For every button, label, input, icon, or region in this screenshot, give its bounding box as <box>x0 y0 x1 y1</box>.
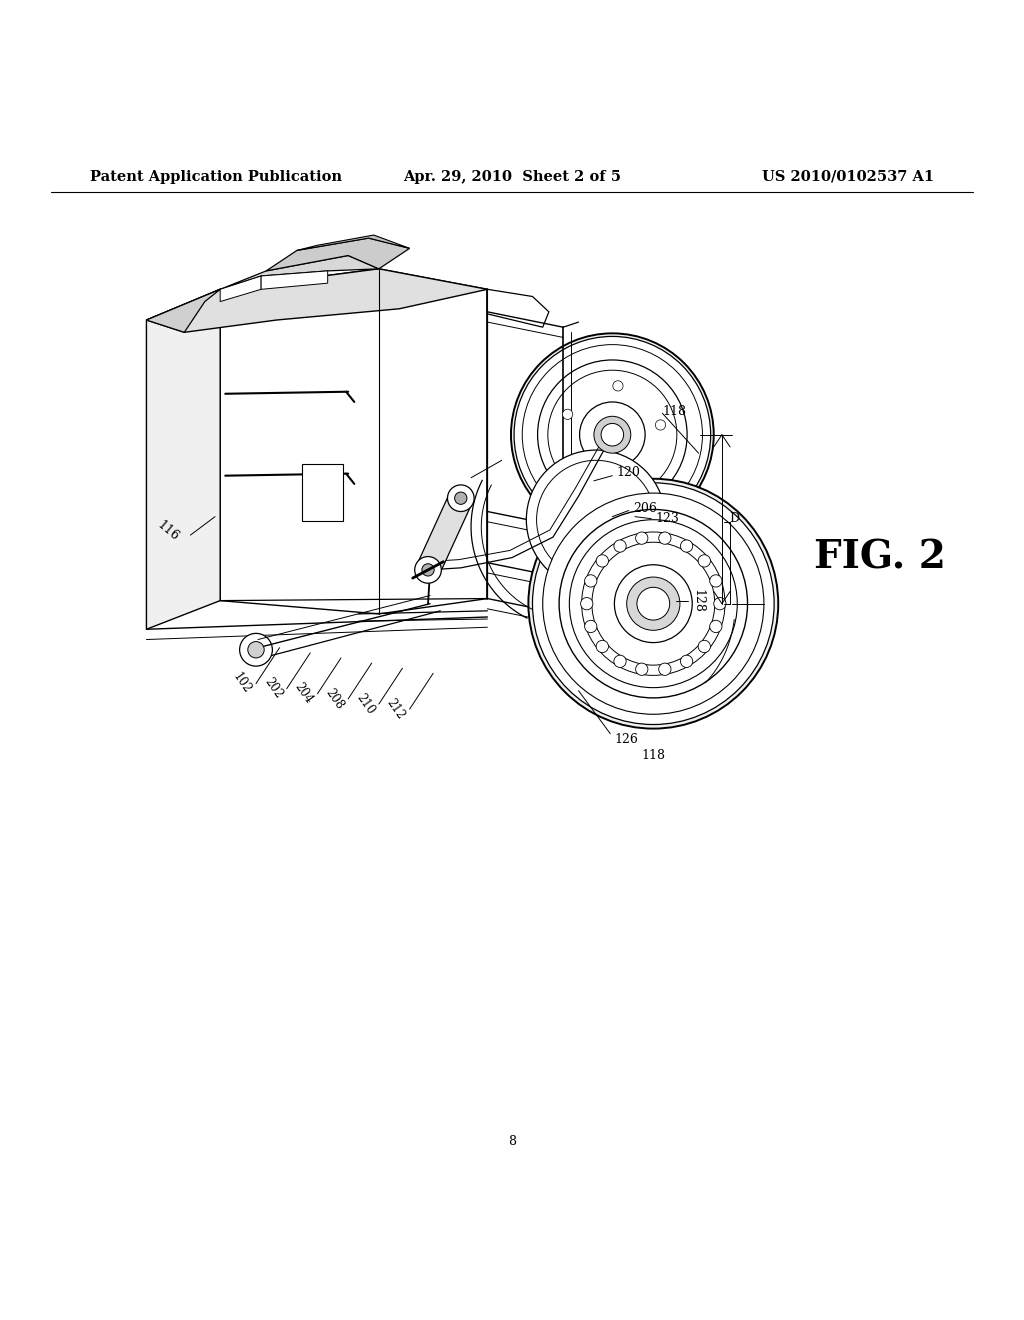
Circle shape <box>612 380 623 391</box>
Circle shape <box>637 587 670 620</box>
Bar <box>302 465 343 520</box>
Circle shape <box>658 663 671 676</box>
Circle shape <box>627 577 680 631</box>
Circle shape <box>698 640 711 652</box>
Polygon shape <box>487 289 549 327</box>
Circle shape <box>511 334 714 536</box>
Circle shape <box>636 532 648 544</box>
Text: 128: 128 <box>692 589 705 612</box>
Polygon shape <box>146 269 487 333</box>
Circle shape <box>562 409 572 420</box>
Text: 208: 208 <box>323 686 346 711</box>
Circle shape <box>415 557 441 583</box>
Text: 118: 118 <box>641 748 665 762</box>
Circle shape <box>522 345 702 525</box>
Text: 116: 116 <box>155 519 181 544</box>
Circle shape <box>614 565 692 643</box>
Circle shape <box>240 634 272 667</box>
Circle shape <box>580 403 645 467</box>
Circle shape <box>680 540 692 552</box>
Polygon shape <box>266 238 410 271</box>
Polygon shape <box>220 256 379 289</box>
Text: Apr. 29, 2010  Sheet 2 of 5: Apr. 29, 2010 Sheet 2 of 5 <box>403 170 621 183</box>
Circle shape <box>714 598 726 610</box>
Circle shape <box>543 494 764 714</box>
Circle shape <box>514 337 711 533</box>
Text: 202: 202 <box>261 676 285 701</box>
Circle shape <box>526 450 666 589</box>
Circle shape <box>596 554 608 568</box>
Text: 206: 206 <box>633 502 656 515</box>
Circle shape <box>710 620 722 632</box>
Circle shape <box>574 466 585 477</box>
Text: US 2010/0102537 A1: US 2010/0102537 A1 <box>762 170 934 183</box>
Circle shape <box>422 564 434 576</box>
Polygon shape <box>146 289 220 333</box>
Text: 118: 118 <box>663 405 686 417</box>
Circle shape <box>680 655 692 668</box>
Text: 102: 102 <box>230 671 254 696</box>
Circle shape <box>447 484 474 512</box>
Circle shape <box>601 424 624 446</box>
Circle shape <box>596 640 608 652</box>
Text: 212: 212 <box>384 696 408 722</box>
Circle shape <box>613 655 626 668</box>
Text: 204: 204 <box>292 681 315 706</box>
Circle shape <box>559 510 748 698</box>
Polygon shape <box>297 235 410 251</box>
Text: Patent Application Publication: Patent Application Publication <box>90 170 342 183</box>
Text: 126: 126 <box>614 734 638 746</box>
Circle shape <box>585 574 597 587</box>
Circle shape <box>248 642 264 657</box>
Circle shape <box>710 574 722 587</box>
Polygon shape <box>220 269 487 614</box>
Text: FIG. 2: FIG. 2 <box>814 539 946 577</box>
Polygon shape <box>220 276 261 301</box>
Circle shape <box>585 620 597 632</box>
Circle shape <box>658 532 671 544</box>
Text: 123: 123 <box>655 512 679 525</box>
Circle shape <box>581 598 593 610</box>
Text: 120: 120 <box>616 466 640 479</box>
Polygon shape <box>146 289 220 630</box>
Circle shape <box>613 540 627 552</box>
Circle shape <box>594 416 631 453</box>
Text: 8: 8 <box>508 1135 516 1148</box>
Circle shape <box>632 473 642 483</box>
Circle shape <box>655 420 666 430</box>
Circle shape <box>532 483 774 725</box>
Circle shape <box>528 479 778 729</box>
Polygon shape <box>261 271 328 289</box>
Circle shape <box>538 360 687 510</box>
Text: D: D <box>729 512 739 525</box>
Circle shape <box>698 554 711 568</box>
Text: 210: 210 <box>353 690 377 717</box>
Circle shape <box>569 520 737 688</box>
Circle shape <box>548 370 677 499</box>
Circle shape <box>636 663 648 676</box>
Polygon shape <box>417 494 472 576</box>
Circle shape <box>455 492 467 504</box>
